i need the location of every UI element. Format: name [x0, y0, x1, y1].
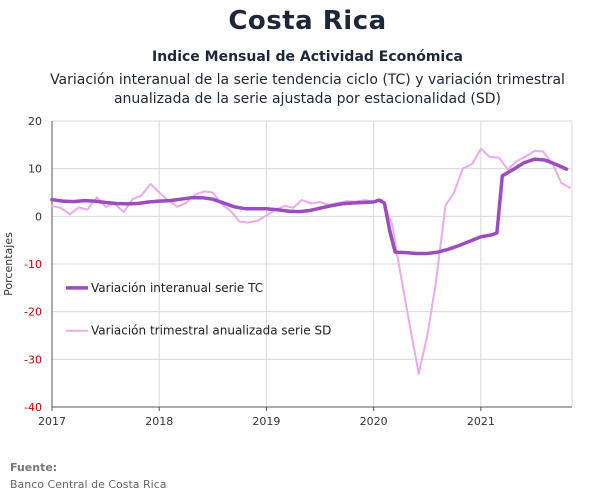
- y-tick-label: -30: [24, 353, 42, 366]
- series-line-sd: [51, 147, 571, 375]
- source-title: Fuente:: [10, 461, 58, 474]
- series-lines: [50, 147, 571, 375]
- y-tick-label: -40: [24, 401, 42, 414]
- x-tick-label: 2019: [252, 415, 280, 428]
- y-tick-label: 0: [35, 210, 42, 223]
- chart-title: Costa Rica: [228, 6, 387, 36]
- series-line-tc: [50, 157, 569, 256]
- grid-lines: [51, 120, 573, 408]
- x-tick-label: 2018: [145, 415, 173, 428]
- chart-subtitle: Indice Mensual de Actividad Económica: [152, 49, 463, 65]
- y-tick-label: 20: [28, 115, 42, 128]
- legend-label: Variación interanual serie TC: [91, 281, 263, 295]
- source-text: Banco Central de Costa Rica: [10, 478, 167, 491]
- chart-description: Variación interanual de la serie tendenc…: [50, 72, 565, 107]
- y-tick-label: -10: [24, 258, 42, 271]
- x-tick-label: 2021: [467, 415, 495, 428]
- legend-label: Variación trimestral anualizada serie SD: [91, 324, 331, 338]
- x-tick-label: 2017: [38, 415, 66, 428]
- x-tick-label: 2020: [360, 415, 388, 428]
- legend: Variación interanual serie TC Variación t…: [66, 281, 331, 338]
- y-tick-label: -20: [24, 306, 42, 319]
- y-axis-label: Porcentajes: [2, 232, 15, 296]
- y-tick-label: 10: [28, 163, 42, 176]
